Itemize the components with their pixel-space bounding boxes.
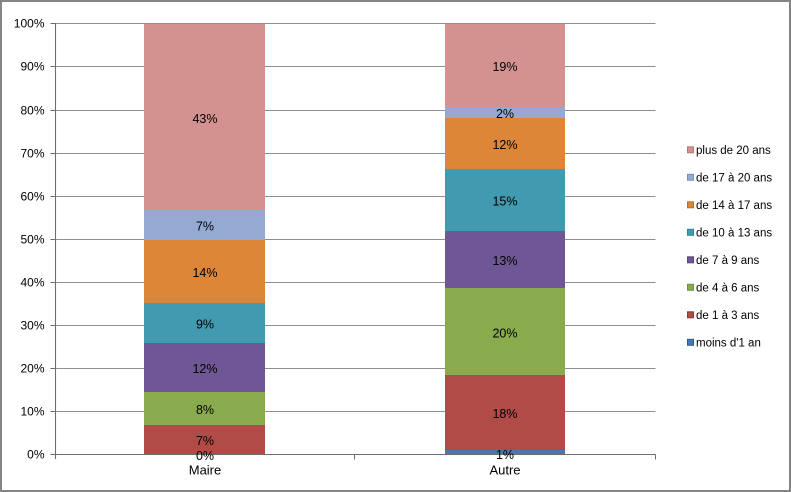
svg-text:de 4 à 6 ans: de 4 à 6 ans (696, 282, 760, 294)
svg-text:90%: 90% (20, 60, 44, 74)
svg-text:13%: 13% (492, 254, 517, 268)
svg-text:de 10 à 13 ans: de 10 à 13 ans (696, 227, 772, 239)
svg-text:de 14 à 17 ans: de 14 à 17 ans (696, 200, 772, 212)
svg-text:de 1 à 3 ans: de 1 à 3 ans (696, 310, 760, 322)
svg-text:80%: 80% (20, 104, 44, 118)
svg-text:60%: 60% (20, 190, 44, 204)
svg-text:de 17 à 20 ans: de 17 à 20 ans (696, 172, 772, 184)
svg-text:20%: 20% (20, 362, 44, 376)
svg-text:50%: 50% (20, 233, 44, 247)
svg-text:0%: 0% (27, 448, 45, 462)
svg-text:15%: 15% (492, 194, 517, 208)
svg-text:10%: 10% (20, 405, 44, 419)
svg-text:12%: 12% (492, 138, 517, 152)
svg-text:18%: 18% (492, 407, 517, 421)
svg-text:19%: 19% (492, 60, 517, 74)
svg-text:100%: 100% (14, 17, 45, 31)
svg-text:14%: 14% (192, 266, 217, 280)
svg-text:9%: 9% (196, 317, 214, 331)
svg-text:plus de 20 ans: plus de 20 ans (696, 145, 771, 157)
svg-text:7%: 7% (196, 219, 214, 233)
svg-text:30%: 30% (20, 319, 44, 333)
svg-text:7%: 7% (196, 434, 214, 448)
svg-text:2%: 2% (496, 107, 514, 121)
svg-text:12%: 12% (192, 362, 217, 376)
svg-text:43%: 43% (192, 112, 217, 126)
svg-text:1%: 1% (496, 448, 514, 462)
svg-text:Maire: Maire (189, 463, 222, 478)
svg-text:8%: 8% (196, 403, 214, 417)
svg-text:de 7 à 9 ans: de 7 à 9 ans (696, 255, 760, 267)
svg-text:70%: 70% (20, 147, 44, 161)
svg-text:moins d'1 an: moins d'1 an (696, 337, 761, 349)
svg-text:20%: 20% (492, 326, 517, 340)
svg-text:40%: 40% (20, 276, 44, 290)
svg-text:0%: 0% (196, 449, 214, 463)
svg-text:Autre: Autre (489, 463, 520, 478)
